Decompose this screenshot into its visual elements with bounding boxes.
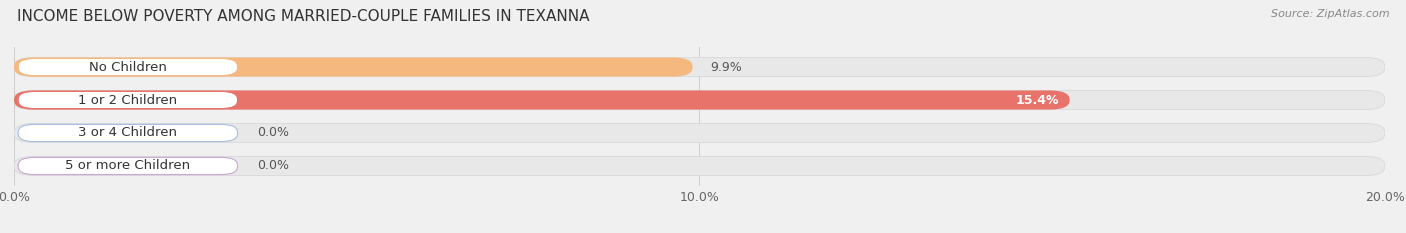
Text: 0.0%: 0.0% — [257, 127, 290, 140]
Text: 15.4%: 15.4% — [1015, 93, 1059, 106]
Text: INCOME BELOW POVERTY AMONG MARRIED-COUPLE FAMILIES IN TEXANNA: INCOME BELOW POVERTY AMONG MARRIED-COUPL… — [17, 9, 589, 24]
FancyBboxPatch shape — [14, 58, 1385, 77]
FancyBboxPatch shape — [14, 156, 1385, 175]
FancyBboxPatch shape — [18, 91, 238, 109]
FancyBboxPatch shape — [18, 157, 238, 175]
Text: Source: ZipAtlas.com: Source: ZipAtlas.com — [1271, 9, 1389, 19]
Text: 3 or 4 Children: 3 or 4 Children — [79, 127, 177, 140]
Text: No Children: No Children — [89, 61, 167, 74]
FancyBboxPatch shape — [14, 90, 1070, 110]
FancyBboxPatch shape — [14, 90, 1385, 110]
FancyBboxPatch shape — [18, 58, 238, 76]
Text: 5 or more Children: 5 or more Children — [65, 159, 190, 172]
FancyBboxPatch shape — [18, 124, 238, 142]
Text: 9.9%: 9.9% — [710, 61, 741, 74]
FancyBboxPatch shape — [14, 123, 1385, 143]
FancyBboxPatch shape — [14, 58, 693, 77]
Text: 1 or 2 Children: 1 or 2 Children — [79, 93, 177, 106]
Text: 0.0%: 0.0% — [257, 159, 290, 172]
